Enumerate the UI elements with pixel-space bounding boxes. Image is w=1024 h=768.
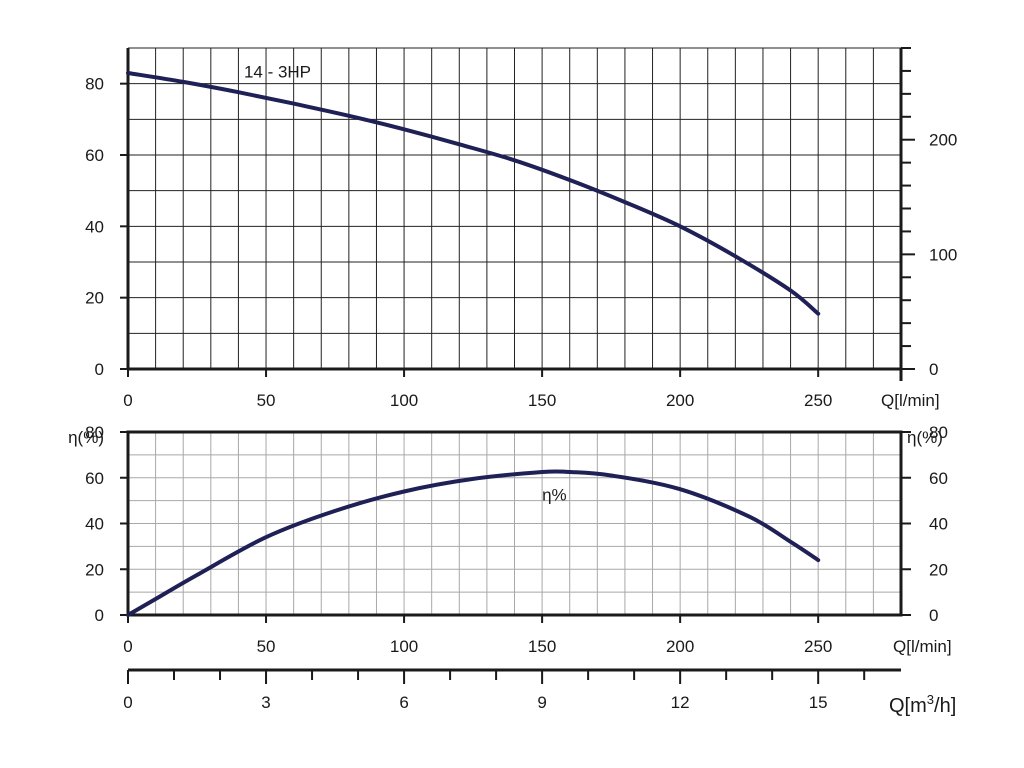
efficiency-curve xyxy=(126,469,821,617)
y-tick-label: 60 xyxy=(85,146,104,165)
y2-tick-label: 40 xyxy=(929,515,948,534)
y-tick-label: 40 xyxy=(85,515,104,534)
x-tick-label: 250 xyxy=(804,637,832,656)
y-tick-label: 80 xyxy=(85,423,104,442)
y-tick-label: 80 xyxy=(85,75,104,94)
x-axis-label: Q[l/min] xyxy=(893,637,952,656)
x-tick-label: 150 xyxy=(528,391,556,410)
y-tick-label: 20 xyxy=(85,289,104,308)
x-tick-label: 250 xyxy=(804,391,832,410)
x-axis-label: Q[l/min] xyxy=(881,391,940,410)
y-axis-label: η(%) xyxy=(68,428,104,447)
y-tick-label: 0 xyxy=(95,360,104,379)
x-tick-label: 150 xyxy=(528,637,556,656)
head-curve xyxy=(126,71,821,316)
m3h-tick-label: 6 xyxy=(399,693,408,712)
flow-m3h-axis: 0 3 6 9 12 15 Q[m3/h] xyxy=(123,668,956,717)
x-tick-label: 0 xyxy=(123,391,132,410)
x-tick-label: 0 xyxy=(123,637,132,656)
m3h-tick-label: 3 xyxy=(261,693,270,712)
head-curve-chart: 0 50 100 150 200 250 0 20 40 60 80 0 100 200 Q[l/min] 1… xyxy=(85,47,957,410)
m3h-tick-label: 0 xyxy=(123,693,132,712)
y2-tick-label: 0 xyxy=(929,606,938,625)
x-tick-label: 100 xyxy=(390,637,418,656)
y2-tick-label: 20 xyxy=(929,560,948,579)
y-tick-label: 60 xyxy=(85,469,104,488)
m3h-tick-label: 12 xyxy=(671,693,690,712)
m3h-tick-label: 15 xyxy=(809,693,828,712)
y2-tick-label: 100 xyxy=(929,245,957,264)
y2-tick-label: 60 xyxy=(929,469,948,488)
x-tick-label: 200 xyxy=(666,391,694,410)
y2-tick-label: 200 xyxy=(929,131,957,150)
m3h-axis-label: Q[m3/h] xyxy=(889,692,956,717)
y-tick-label: 40 xyxy=(85,217,104,236)
m3h-tick-label: 9 xyxy=(537,693,546,712)
y2-tick-label: 80 xyxy=(929,423,948,442)
y2-tick-label: 0 xyxy=(929,360,938,379)
y-tick-label: 0 xyxy=(95,606,104,625)
x-tick-label: 200 xyxy=(666,637,694,656)
series-label: 14 - 3HP xyxy=(244,63,311,82)
x-tick-label: 50 xyxy=(257,637,276,656)
y-tick-label: 20 xyxy=(85,560,104,579)
series-label: η% xyxy=(542,486,567,505)
x-tick-label: 50 xyxy=(257,391,276,410)
x-tick-label: 100 xyxy=(390,391,418,410)
y2-axis-label: η(%) xyxy=(907,428,943,447)
